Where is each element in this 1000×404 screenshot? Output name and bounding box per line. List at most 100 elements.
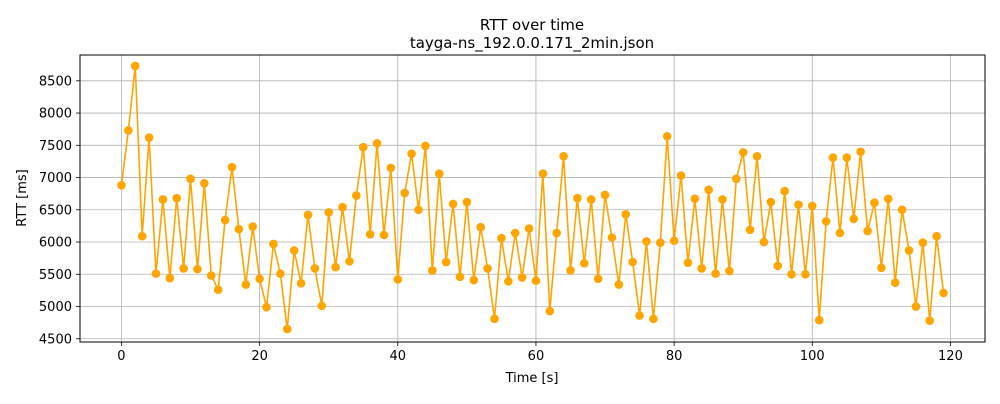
rtt-data-point <box>234 224 244 234</box>
rtt-data-point <box>635 311 644 320</box>
rtt-data-point <box>877 263 886 273</box>
rtt-data-point <box>497 233 506 243</box>
y-tick-label: 5500 <box>39 268 72 283</box>
rtt-data-point <box>469 275 479 285</box>
rtt-data-point <box>324 208 334 217</box>
y-tick-label: 8500 <box>39 74 72 89</box>
rtt-data-point <box>379 230 389 240</box>
series-layer <box>117 61 948 334</box>
rtt-data-point <box>358 142 368 152</box>
y-tick-label: 6500 <box>39 203 72 218</box>
rtt-data-point <box>669 236 679 246</box>
rtt-data-point <box>725 266 734 276</box>
x-tick-label: 40 <box>390 349 407 364</box>
rtt-data-point <box>227 162 237 172</box>
rtt-data-point <box>801 269 810 279</box>
rtt-data-point <box>448 199 458 209</box>
rtt-data-point <box>897 205 907 215</box>
rtt-data-point <box>317 301 327 311</box>
rtt-data-point <box>628 257 637 267</box>
rtt-data-point <box>600 190 610 200</box>
rtt-data-point <box>552 228 561 238</box>
rtt-data-point <box>718 195 727 204</box>
rtt-data-point <box>932 231 941 241</box>
rtt-data-point <box>296 279 306 288</box>
rtt-data-point <box>504 277 513 286</box>
rtt-data-point <box>276 269 285 278</box>
rtt-data-point <box>213 285 223 295</box>
rtt-data-point <box>573 193 582 203</box>
rtt-data-point <box>172 193 182 203</box>
rtt-data-point <box>310 264 320 273</box>
rtt-data-point <box>883 194 893 204</box>
rtt-data-point <box>704 185 713 195</box>
x-tick-label: 0 <box>117 349 125 364</box>
rtt-data-point <box>759 237 769 247</box>
y-axis-label: RTT [ms] <box>15 169 30 226</box>
rtt-data-point <box>849 214 859 224</box>
rtt-data-point <box>262 302 271 312</box>
rtt-data-point <box>904 246 914 255</box>
rtt-data-point <box>925 316 935 326</box>
rtt-data-point <box>124 126 133 135</box>
rtt-data-point <box>386 163 396 173</box>
rtt-data-point <box>303 210 313 220</box>
rtt-data-point <box>870 198 879 207</box>
rtt-data-point <box>828 153 838 162</box>
x-tick-label: 20 <box>251 349 268 364</box>
y-tick-label: 6000 <box>39 236 72 251</box>
rtt-data-point <box>455 272 465 282</box>
rtt-data-point <box>656 238 665 247</box>
rtt-data-point <box>137 231 147 241</box>
rtt-data-point <box>697 264 707 273</box>
rtt-data-point <box>428 266 437 275</box>
rtt-data-point <box>863 226 872 236</box>
rtt-data-point <box>683 258 693 267</box>
rtt-data-point <box>510 228 520 238</box>
rtt-data-point <box>614 280 624 289</box>
rtt-data-point <box>731 174 741 184</box>
axis-ticks: 0 20 40 60 80 100 120 4500 5000 5500 6000 6500 7000 7… <box>39 74 963 364</box>
rtt-data-point <box>911 302 921 311</box>
rtt-data-point <box>241 280 251 289</box>
rtt-data-point <box>835 228 845 238</box>
rtt-data-point <box>400 188 409 198</box>
plot-frame <box>79 54 986 343</box>
rtt-data-point <box>352 191 361 200</box>
rtt-data-point <box>338 202 347 212</box>
rtt-data-point <box>621 210 631 219</box>
rtt-data-point <box>752 151 762 161</box>
rtt-data-point <box>662 131 672 141</box>
rtt-data-point <box>193 264 202 274</box>
chart-subtitle: tayga-ns_192.0.0.171_2min.json <box>410 34 654 53</box>
rtt-data-point <box>773 261 783 271</box>
rtt-data-point <box>186 174 195 184</box>
y-tick-label: 8000 <box>39 107 72 122</box>
rtt-data-point <box>200 179 209 188</box>
rtt-data-point <box>939 288 948 298</box>
rtt-data-point <box>490 314 499 324</box>
x-axis-label: Time [s] <box>505 371 559 386</box>
rtt-data-point <box>393 275 403 284</box>
rtt-data-point <box>738 148 748 157</box>
rtt-data-point <box>890 278 900 287</box>
rtt-data-point <box>248 222 258 231</box>
rtt-data-point <box>814 315 824 325</box>
rtt-data-point <box>421 141 430 151</box>
rtt-data-point <box>158 195 168 204</box>
y-tick-label: 7500 <box>39 139 72 154</box>
rtt-data-point <box>414 205 423 215</box>
rtt-data-point <box>220 215 230 225</box>
rtt-data-point <box>593 274 603 284</box>
rtt-data-point <box>255 274 264 284</box>
rtt-data-point <box>690 194 700 204</box>
rtt-data-point <box>580 259 589 268</box>
rtt-data-point <box>165 273 175 283</box>
rtt-data-point <box>607 233 617 242</box>
rtt-data-point <box>787 269 796 279</box>
rtt-data-point <box>372 139 382 148</box>
rtt-series-line <box>120 65 945 330</box>
rtt-data-point <box>345 257 354 266</box>
